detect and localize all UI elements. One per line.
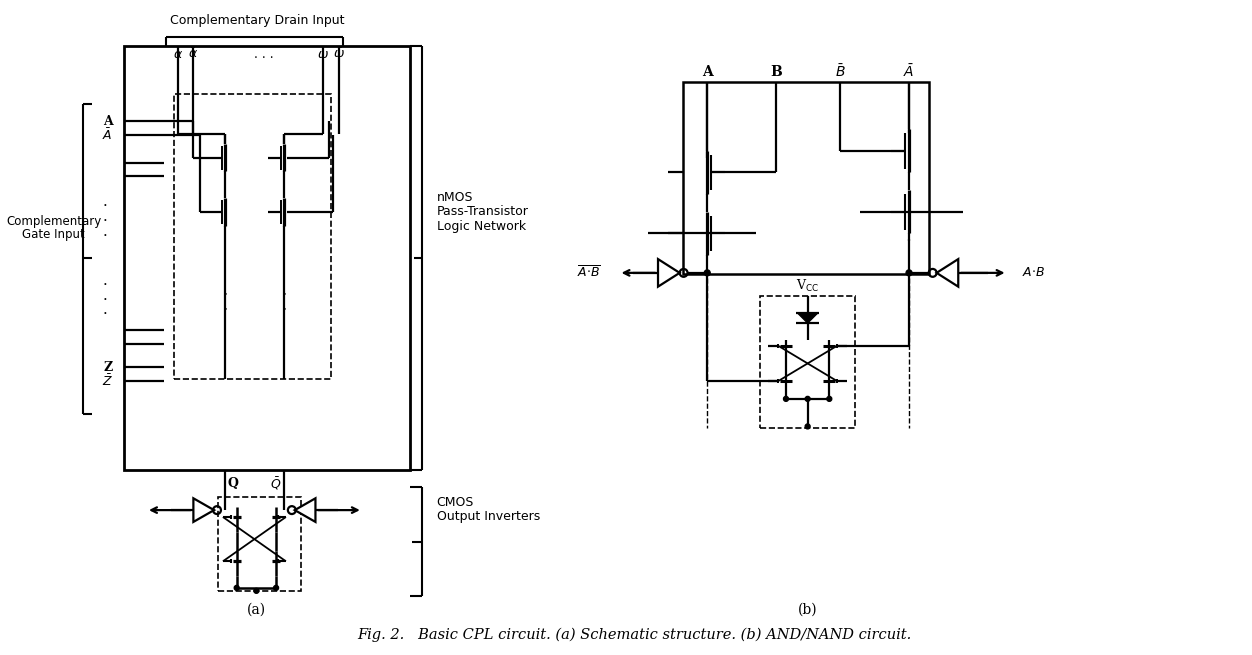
Circle shape (784, 396, 789, 402)
Text: .: . (223, 282, 228, 299)
Text: .: . (103, 303, 108, 317)
Circle shape (906, 270, 911, 276)
Text: Fig. 2.   Basic CPL circuit. (a) Schematic structure. (b) AND/NAND circuit.: Fig. 2. Basic CPL circuit. (a) Schematic… (357, 628, 911, 643)
Bar (124, 47, 409, 470)
Bar (174, 94, 332, 379)
Text: .: . (103, 274, 108, 288)
Text: .: . (103, 195, 108, 209)
Text: .: . (103, 288, 108, 303)
Text: $\overline{A{\cdot}B}$: $\overline{A{\cdot}B}$ (577, 265, 601, 280)
Text: $\bar Z$: $\bar Z$ (101, 373, 113, 389)
Text: $\bar\omega$: $\bar\omega$ (333, 48, 346, 61)
Text: Z: Z (104, 361, 113, 374)
Text: Output Inverters: Output Inverters (437, 510, 540, 523)
Circle shape (274, 586, 278, 590)
Polygon shape (798, 313, 818, 323)
Text: Gate Input: Gate Input (23, 228, 85, 241)
Text: .: . (103, 225, 108, 238)
Circle shape (826, 396, 831, 402)
Text: Q: Q (228, 477, 238, 490)
Text: .: . (223, 297, 228, 314)
Polygon shape (659, 259, 680, 287)
Bar (682, 82, 929, 274)
Text: CMOS: CMOS (437, 496, 475, 509)
Polygon shape (193, 498, 214, 522)
Text: $A{\cdot}B$: $A{\cdot}B$ (1022, 267, 1045, 280)
Circle shape (805, 424, 810, 429)
Text: .: . (282, 282, 287, 299)
Text: A: A (702, 65, 712, 79)
Bar (218, 497, 300, 591)
Text: Pass-Transistor: Pass-Transistor (437, 205, 528, 218)
Text: $\bar A$: $\bar A$ (103, 127, 113, 143)
Text: .: . (103, 210, 108, 224)
Text: nMOS: nMOS (437, 191, 473, 204)
Text: $\alpha$: $\alpha$ (173, 48, 183, 61)
Text: B: B (770, 65, 782, 79)
Text: Complementary: Complementary (6, 215, 101, 228)
Text: .: . (282, 297, 287, 314)
Text: Complementary Drain Input: Complementary Drain Input (170, 14, 344, 28)
Text: $\bar B$: $\bar B$ (835, 64, 845, 81)
Text: $\bar A$: $\bar A$ (904, 64, 915, 81)
Text: $\bar\alpha$: $\bar\alpha$ (188, 48, 198, 61)
Text: (a): (a) (247, 603, 265, 616)
Circle shape (805, 396, 810, 402)
Text: (b): (b) (798, 603, 818, 616)
Polygon shape (936, 259, 958, 287)
Circle shape (705, 270, 710, 276)
Circle shape (254, 588, 259, 593)
Circle shape (234, 586, 239, 590)
Text: A: A (103, 115, 113, 128)
Polygon shape (294, 498, 316, 522)
Text: Logic Network: Logic Network (437, 220, 526, 233)
Text: $\bar Q$: $\bar Q$ (270, 476, 282, 492)
Text: V$_{\rm CC}$: V$_{\rm CC}$ (796, 278, 819, 293)
Bar (760, 295, 855, 428)
Text: $\omega$: $\omega$ (317, 48, 329, 61)
Text: . . .: . . . (254, 48, 274, 61)
